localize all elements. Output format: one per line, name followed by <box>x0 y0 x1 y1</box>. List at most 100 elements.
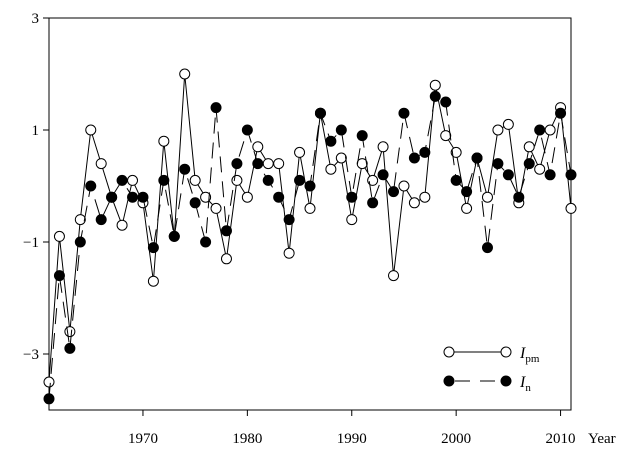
y-tick-label: −3 <box>23 347 39 363</box>
legend-label-main: I <box>519 374 526 391</box>
legend-label: Ipm <box>519 345 540 365</box>
data-point-open <box>534 163 546 175</box>
data-point-open <box>325 163 337 175</box>
data-point-open <box>64 326 76 338</box>
data-point-open <box>544 124 556 136</box>
legend-marker-open <box>500 346 512 358</box>
data-point-filled <box>314 107 326 119</box>
data-point-open <box>304 202 316 214</box>
data-point-filled <box>231 158 243 170</box>
data-point-filled <box>158 174 170 186</box>
data-point-open <box>241 191 253 203</box>
data-point-open <box>116 219 128 231</box>
data-point-open <box>189 174 201 186</box>
data-point-open <box>252 141 264 153</box>
data-point-open <box>220 253 232 265</box>
axis-ticks: −3 −1 1 3 1970 1980 1990 2000 2010 Year <box>23 11 616 447</box>
legend-marker-filled <box>443 375 455 387</box>
data-point-filled <box>419 146 431 158</box>
data-point-filled <box>189 197 201 209</box>
data-point-open <box>273 158 285 170</box>
legend-label-main: I <box>519 345 526 362</box>
data-point-filled <box>179 163 191 175</box>
data-point-filled <box>555 107 567 119</box>
data-point-filled <box>273 191 285 203</box>
data-point-filled <box>544 169 556 181</box>
data-point-open <box>492 124 504 136</box>
data-point-filled <box>356 130 368 142</box>
data-point-filled <box>137 191 149 203</box>
legend-label-sub: pm <box>525 353 540 365</box>
x-axis-label: Year <box>588 431 616 447</box>
data-point-filled <box>200 236 212 248</box>
series-ipm <box>43 68 577 388</box>
data-point-filled <box>346 191 358 203</box>
data-point-filled <box>398 107 410 119</box>
data-point-open <box>200 191 212 203</box>
data-point-filled <box>53 270 65 282</box>
data-point-filled <box>481 242 493 254</box>
legend-marker-open <box>443 346 455 358</box>
plot-frame <box>48 17 572 411</box>
data-point-filled <box>127 191 139 203</box>
y-tick-label: 1 <box>32 123 40 139</box>
data-point-open <box>398 180 410 192</box>
x-tick-label: 1980 <box>232 431 262 447</box>
data-point-open <box>481 191 493 203</box>
y-tick-label: 3 <box>32 11 40 27</box>
data-point-filled <box>377 169 389 181</box>
data-point-filled <box>523 158 535 170</box>
data-point-filled <box>74 236 86 248</box>
data-point-open <box>565 202 577 214</box>
series-line <box>48 73 572 383</box>
data-point-filled <box>283 214 295 226</box>
data-point-filled <box>304 180 316 192</box>
x-tick-label: 2010 <box>546 431 576 447</box>
data-point-open <box>408 197 420 209</box>
data-point-open <box>450 146 462 158</box>
data-point-filled <box>565 169 577 181</box>
data-point-filled <box>95 214 107 226</box>
data-point-filled <box>220 225 232 237</box>
x-tick-label: 2000 <box>441 431 471 447</box>
data-point-filled <box>388 186 400 198</box>
data-point-filled <box>43 393 55 405</box>
data-point-filled <box>241 124 253 136</box>
data-point-filled <box>210 102 222 114</box>
plot-border <box>48 17 572 411</box>
data-point-filled <box>116 174 128 186</box>
series-layer <box>43 68 577 405</box>
data-point-filled <box>461 186 473 198</box>
data-point-open <box>210 202 222 214</box>
data-point-filled <box>502 169 514 181</box>
legend-marker-filled <box>500 375 512 387</box>
data-point-open <box>502 118 514 130</box>
data-point-filled <box>262 174 274 186</box>
data-point-filled <box>252 158 264 170</box>
data-point-open <box>367 174 379 186</box>
data-point-open <box>429 79 441 91</box>
data-point-open <box>461 202 473 214</box>
data-point-filled <box>147 242 159 254</box>
series-in <box>43 90 577 405</box>
data-point-filled <box>294 174 306 186</box>
legend-label-sub: n <box>525 382 531 394</box>
x-tick-label: 1990 <box>337 431 367 447</box>
data-point-open <box>53 230 65 242</box>
data-point-filled <box>450 174 462 186</box>
data-point-open <box>179 68 191 80</box>
data-point-filled <box>367 197 379 209</box>
data-point-filled <box>471 152 483 164</box>
data-point-open <box>74 214 86 226</box>
data-point-open <box>294 146 306 158</box>
data-point-filled <box>335 124 347 136</box>
data-point-open <box>147 275 159 287</box>
data-point-filled <box>106 191 118 203</box>
data-point-filled <box>168 230 180 242</box>
data-point-filled <box>85 180 97 192</box>
data-point-filled <box>325 135 337 147</box>
data-point-filled <box>408 152 420 164</box>
data-point-open <box>231 174 243 186</box>
data-point-open <box>419 191 431 203</box>
